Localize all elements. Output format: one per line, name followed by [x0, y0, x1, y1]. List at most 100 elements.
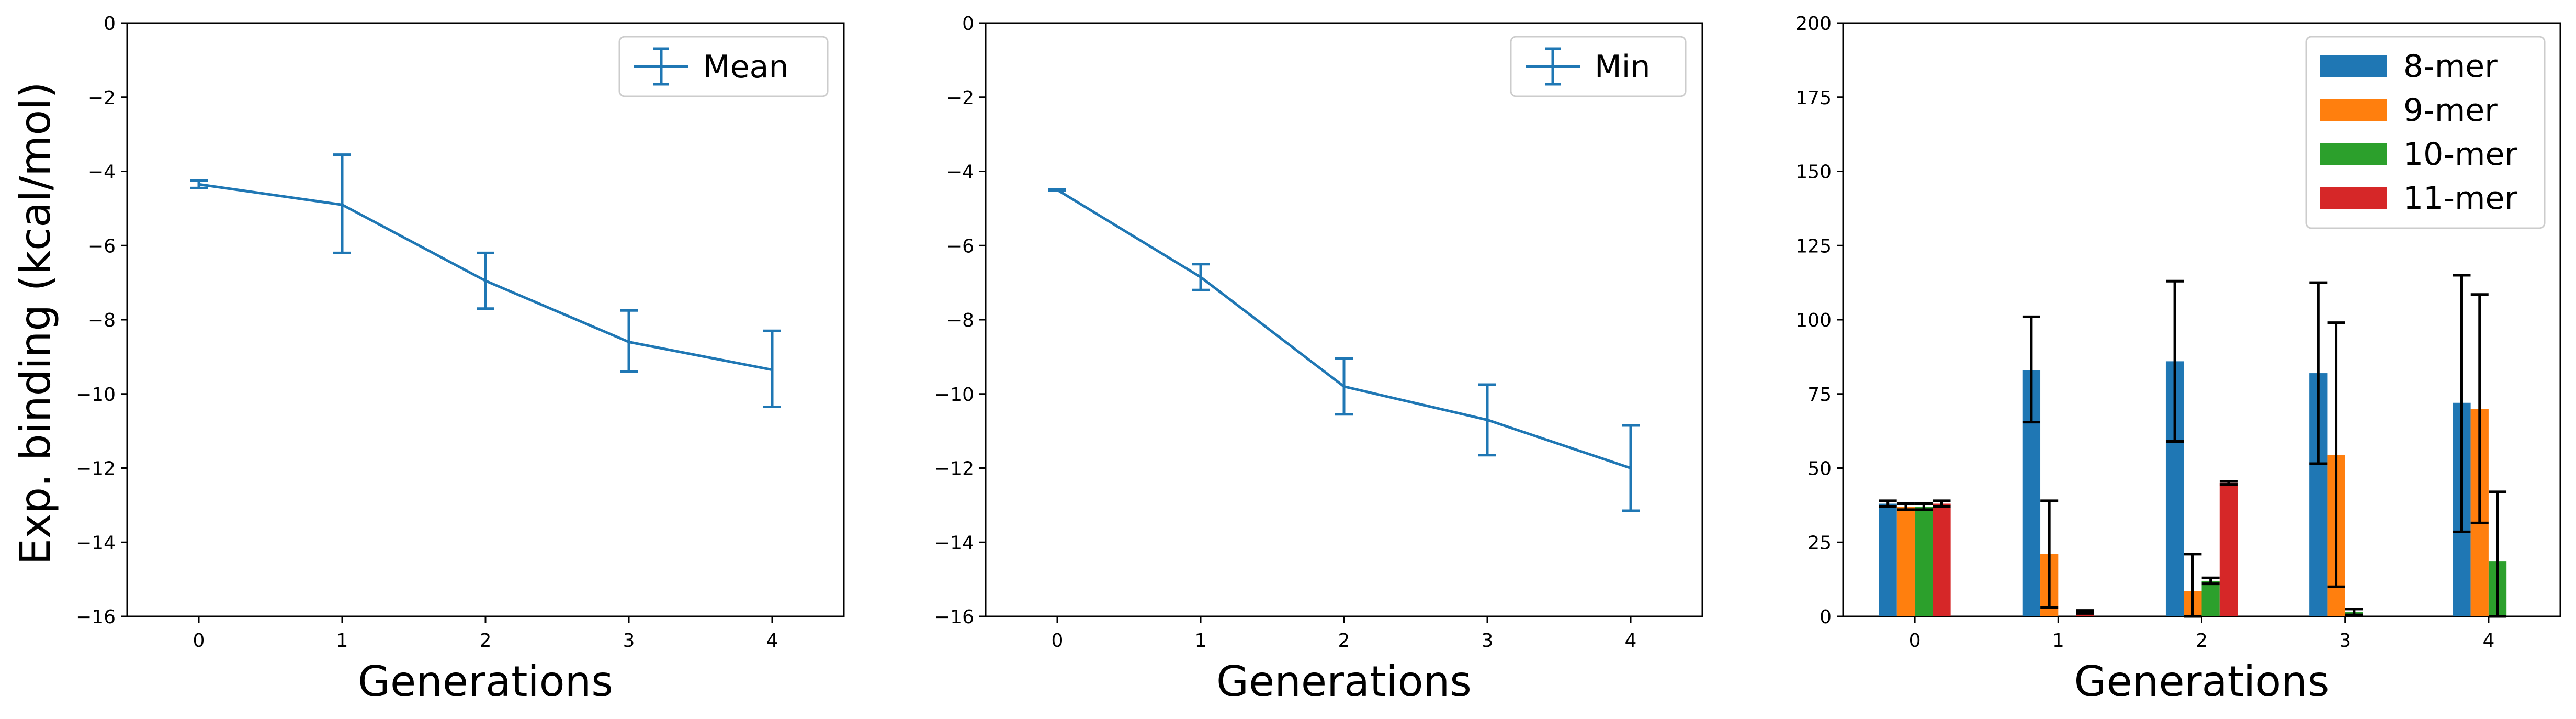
x-tick-label: 4: [2482, 630, 2494, 651]
legend-swatch: [2320, 187, 2387, 209]
y-tick-label: 0: [104, 13, 116, 35]
y-tick-label: −2: [88, 87, 116, 109]
bar: [1896, 507, 1915, 616]
legend-handle: [1526, 47, 1580, 86]
y-tick-label: −4: [946, 162, 974, 183]
y-tick-label: −6: [88, 235, 116, 257]
plot-frame: [985, 22, 1703, 617]
x-tick-label: 3: [2339, 630, 2351, 651]
x-tick-label: 1: [336, 630, 348, 651]
error-bar: [2040, 499, 2059, 609]
x-tick-label: 3: [623, 630, 635, 651]
error-bar: [763, 329, 781, 409]
x-tick-label: 0: [1909, 630, 1921, 651]
bar: [2201, 580, 2220, 616]
error-bar: [1915, 502, 1933, 511]
x-tick-label: 4: [766, 630, 778, 651]
error-bar: [2453, 274, 2471, 533]
x-tick-label: 2: [2196, 630, 2208, 651]
bar-series-11-mer: [1933, 480, 2238, 616]
x-axis-label: Generations: [358, 657, 613, 706]
y-tick-label: 0: [1820, 606, 1832, 628]
legend-handle: [634, 47, 688, 86]
error-bar: [1622, 424, 1640, 512]
y-tick-label: 100: [1795, 310, 1832, 331]
x-tick-label: 2: [1338, 630, 1350, 651]
y-tick-label: 75: [1807, 384, 1832, 406]
shared-y-axis-label: Exp. binding (kcal/mol): [11, 82, 60, 565]
y-tick-label: −16: [934, 606, 974, 628]
x-tick-label: 1: [1195, 630, 1207, 651]
legend-swatch: [2320, 99, 2387, 121]
error-bar: [333, 153, 351, 254]
x-tick-label: 0: [1052, 630, 1064, 651]
bar: [1933, 503, 1951, 616]
y-tick-label: 125: [1795, 235, 1832, 257]
y-tick-label: 150: [1795, 162, 1832, 183]
x-tick-label: 4: [1625, 630, 1637, 651]
plot-frame: [126, 22, 845, 617]
y-tick-label: −12: [934, 458, 974, 480]
y-tick-label: 200: [1795, 13, 1832, 35]
y-tick-label: −4: [88, 162, 116, 183]
legend: Mean: [618, 36, 829, 97]
error-bar: [2076, 609, 2094, 615]
error-bar: [2219, 480, 2238, 486]
y-tick-label: 25: [1807, 532, 1832, 554]
x-tick-label: 0: [193, 630, 205, 651]
error-bar: [2022, 315, 2040, 424]
y-tick-label: −16: [76, 606, 116, 628]
y-tick-label: −12: [76, 458, 116, 480]
legend: 8-mer 9-mer 10-mer 11-mer: [2305, 36, 2546, 229]
x-tick-label: 1: [2052, 630, 2064, 651]
bar-series-10-mer: [1915, 490, 2507, 618]
error-bar: [1335, 357, 1353, 416]
legend-box: [1510, 36, 1687, 97]
legend-box: [2305, 36, 2546, 229]
x-axis-label: Generations: [1216, 657, 1472, 706]
legend-swatch: [2320, 143, 2387, 165]
y-tick-label: −2: [946, 87, 974, 109]
error-bar: [1192, 263, 1210, 291]
x-axis-label: Generations: [2074, 657, 2330, 706]
error-bar: [2327, 321, 2345, 588]
error-bar: [1048, 188, 1066, 192]
legend-label: 11-mer: [2403, 180, 2517, 217]
error-bar: [1879, 499, 1897, 508]
error-bar: [190, 179, 208, 189]
legend-box: [618, 36, 829, 97]
y-tick-label: −14: [934, 532, 974, 554]
legend-label: Mean: [703, 49, 788, 85]
series-line: [1056, 188, 1631, 469]
error-bar: [2184, 553, 2202, 618]
legend: Min: [1510, 36, 1687, 97]
error-bar: [2201, 576, 2220, 586]
mean-line-chart: 0 −2 −4 −6 −8 −10 −12 −14 −16 0 1 2 3 4 Generations Mea…: [76, 13, 845, 706]
error-bar: [1896, 502, 1915, 511]
y-tick-label: −10: [76, 384, 116, 406]
legend-swatch: [2320, 55, 2387, 77]
y-tick-label: 0: [962, 13, 974, 35]
legend-label: 10-mer: [2403, 136, 2517, 173]
bar: [1915, 507, 1933, 616]
y-tick-label: −10: [934, 384, 974, 406]
error-bar: [2489, 490, 2507, 618]
error-bar: [2345, 608, 2363, 616]
error-bar: [2309, 281, 2328, 465]
y-tick-label: −6: [946, 235, 974, 257]
min-line-chart: 0 −2 −4 −6 −8 −10 −12 −14 −16 0 1 2 3 4 Generations Min: [934, 13, 1703, 706]
y-tick-label: −8: [88, 310, 116, 331]
y-tick-label: −14: [76, 532, 116, 554]
bar-series-8-mer: [1879, 274, 2471, 616]
error-bar: [620, 309, 638, 373]
legend-label: 9-mer: [2403, 92, 2498, 129]
bar: [2219, 482, 2238, 616]
y-tick-label: −8: [946, 310, 974, 331]
legend-label: 8-mer: [2403, 48, 2498, 85]
error-bar: [2470, 293, 2489, 524]
error-bar: [1478, 383, 1496, 457]
kmer-bar-chart: 0 25 50 75 100 125 150 175 200 0 1 2 3 4 Generations 8-…: [1795, 13, 2561, 706]
y-tick-label: 50: [1807, 458, 1832, 480]
bar-series-9-mer: [1896, 293, 2489, 618]
